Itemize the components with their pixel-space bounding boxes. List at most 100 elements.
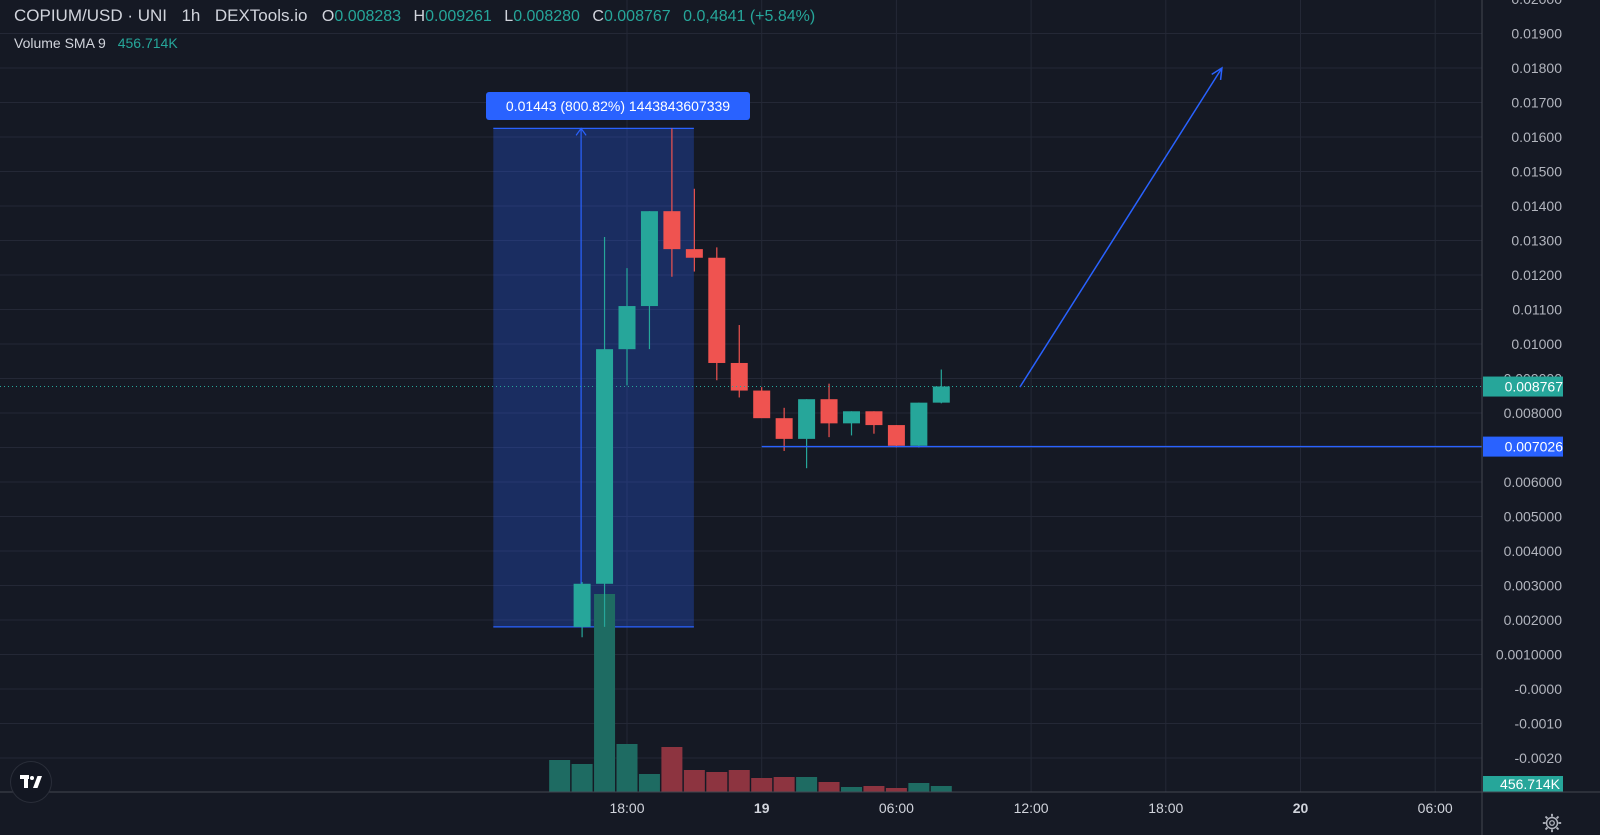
price-tick-label: 0.01300 bbox=[1511, 233, 1562, 249]
price-change: 0.0,4841 (+5.84%) bbox=[683, 8, 816, 25]
volume-bar bbox=[571, 764, 593, 792]
candle-body bbox=[798, 399, 816, 439]
volume-bar bbox=[661, 747, 683, 792]
horizontal-ray-label: 0.007026 bbox=[1505, 439, 1564, 455]
grid-lines bbox=[0, 0, 1482, 792]
price-tick-label: 0.006000 bbox=[1504, 474, 1563, 490]
candle-body bbox=[663, 211, 681, 250]
candlesticks bbox=[573, 128, 950, 638]
candle-body bbox=[932, 386, 950, 403]
candle-body bbox=[618, 306, 636, 350]
trend-arrow-head bbox=[1211, 66, 1223, 81]
price-tick-label: 0.003000 bbox=[1504, 578, 1563, 594]
volume-bar bbox=[796, 777, 818, 792]
ohlc-high-label: H bbox=[413, 8, 426, 25]
volume-bar bbox=[638, 774, 660, 792]
trend-arrow[interactable] bbox=[1019, 67, 1223, 388]
volume-bar bbox=[706, 772, 728, 792]
price-tick-label: -0.0000 bbox=[1515, 681, 1563, 697]
candle-body bbox=[753, 390, 771, 419]
price-tick-label: 0.01200 bbox=[1511, 267, 1562, 283]
volume-bar bbox=[594, 594, 616, 792]
symbol-title[interactable]: COPIUM/USD · UNI bbox=[14, 6, 167, 25]
volume-bar bbox=[773, 777, 795, 792]
measure-label: 0.01443 (800.82%) 1443843607339 bbox=[486, 92, 750, 120]
ohlc-low-value: 0.008280 bbox=[513, 8, 580, 25]
volume-bar bbox=[818, 782, 840, 792]
candle-body bbox=[596, 349, 614, 584]
candle-body bbox=[887, 425, 905, 446]
ohlc-close-value: 0.008767 bbox=[603, 8, 671, 25]
price-tick-label: 0.004000 bbox=[1504, 543, 1563, 559]
chart-legend: COPIUM/USD · UNI 1h DEXTools.io O0.00828… bbox=[14, 6, 815, 26]
volume-bar bbox=[863, 786, 885, 792]
candle-body bbox=[573, 583, 591, 627]
candle-body bbox=[708, 257, 726, 363]
price-axis[interactable]: 0.02000 0.01900 0.01800 0.01700 0.01600 0.015… bbox=[1481, 0, 1564, 835]
volume-sma-value: 456.714K bbox=[117, 35, 178, 51]
ohlc-open-label: O bbox=[321, 8, 335, 25]
time-tick-label: 06:00 bbox=[879, 800, 914, 816]
time-tick-label: 06:00 bbox=[1418, 800, 1453, 816]
price-tick-label: 0.01600 bbox=[1511, 129, 1562, 145]
horizontal-ray-tag bbox=[1483, 436, 1563, 457]
price-tick-label: -0.0010 bbox=[1515, 716, 1563, 732]
candle-body bbox=[910, 402, 928, 446]
price-tick-label: 0.01400 bbox=[1511, 198, 1562, 214]
volume-bar bbox=[683, 770, 705, 792]
measure-range-box[interactable] bbox=[493, 128, 694, 627]
measure-range-tool[interactable] bbox=[493, 127, 694, 628]
volume-bar bbox=[728, 770, 750, 792]
volume-sma-tag bbox=[1483, 776, 1563, 792]
price-tick-label: 0.01500 bbox=[1511, 164, 1562, 180]
candle-body bbox=[843, 411, 860, 424]
price-tick-label: 0.008000 bbox=[1504, 405, 1563, 421]
time-tick-label: 20 bbox=[1293, 800, 1309, 816]
time-tick-label: 18:00 bbox=[1148, 800, 1183, 816]
current-price-tag bbox=[1483, 376, 1563, 397]
time-axis[interactable]: 18:00 19 06:00 12:00 18:00 20 06:00 bbox=[0, 791, 1600, 816]
candle-body bbox=[865, 411, 883, 426]
volume-sma-axis-label: 456.714K bbox=[1500, 776, 1561, 792]
candle-body bbox=[820, 399, 838, 424]
interval-label[interactable]: 1h bbox=[181, 6, 201, 25]
volume-bar bbox=[908, 783, 930, 792]
price-tick-label: 0.005000 bbox=[1504, 509, 1563, 525]
volume-bar bbox=[549, 760, 571, 792]
volume-bar bbox=[841, 787, 862, 792]
source-label: DEXTools.io bbox=[214, 6, 308, 25]
ohlc-low-label: L bbox=[504, 8, 514, 25]
gear-icon[interactable] bbox=[1541, 812, 1563, 834]
ohlc-high-value: 0.009261 bbox=[425, 8, 492, 25]
price-tick-label: -0.0020 bbox=[1515, 750, 1563, 766]
price-tick-label: 0.01800 bbox=[1511, 60, 1562, 76]
time-tick-label: 18:00 bbox=[609, 800, 644, 816]
candle-body bbox=[640, 211, 658, 307]
price-tick-label: 0.01100 bbox=[1512, 302, 1562, 318]
measure-arrow-head bbox=[575, 127, 587, 136]
price-tick-label: 0.01000 bbox=[1511, 336, 1562, 352]
volume-bar bbox=[930, 786, 952, 792]
price-tick-label: 0.01900 bbox=[1511, 26, 1562, 42]
time-tick-label: 12:00 bbox=[1014, 800, 1049, 816]
ohlc-open-value: 0.008283 bbox=[334, 8, 402, 25]
price-tick-label: 0.02000 bbox=[1511, 0, 1562, 7]
volume-bars bbox=[549, 594, 952, 792]
volume-legend[interactable]: Volume SMA 9 456.714K bbox=[14, 35, 178, 51]
price-tick-label: 0.002000 bbox=[1504, 612, 1563, 628]
tradingview-logo-icon[interactable] bbox=[11, 762, 51, 802]
price-tick-label: 0.0010000 bbox=[1496, 647, 1562, 663]
volume-sma-label: Volume SMA 9 bbox=[14, 35, 106, 51]
price-tick-label: 0.01700 bbox=[1511, 95, 1562, 111]
current-price-label: 0.008767 bbox=[1505, 379, 1564, 395]
candle-body bbox=[730, 362, 748, 391]
volume-bar bbox=[751, 778, 773, 792]
drawing-lines[interactable] bbox=[0, 66, 1482, 448]
candle-body bbox=[685, 249, 703, 258]
candle-body bbox=[775, 418, 793, 439]
ohlc-close-label: C bbox=[592, 8, 604, 25]
volume-bar bbox=[616, 744, 638, 792]
volume-bar bbox=[885, 788, 907, 792]
time-tick-label: 19 bbox=[754, 800, 770, 816]
